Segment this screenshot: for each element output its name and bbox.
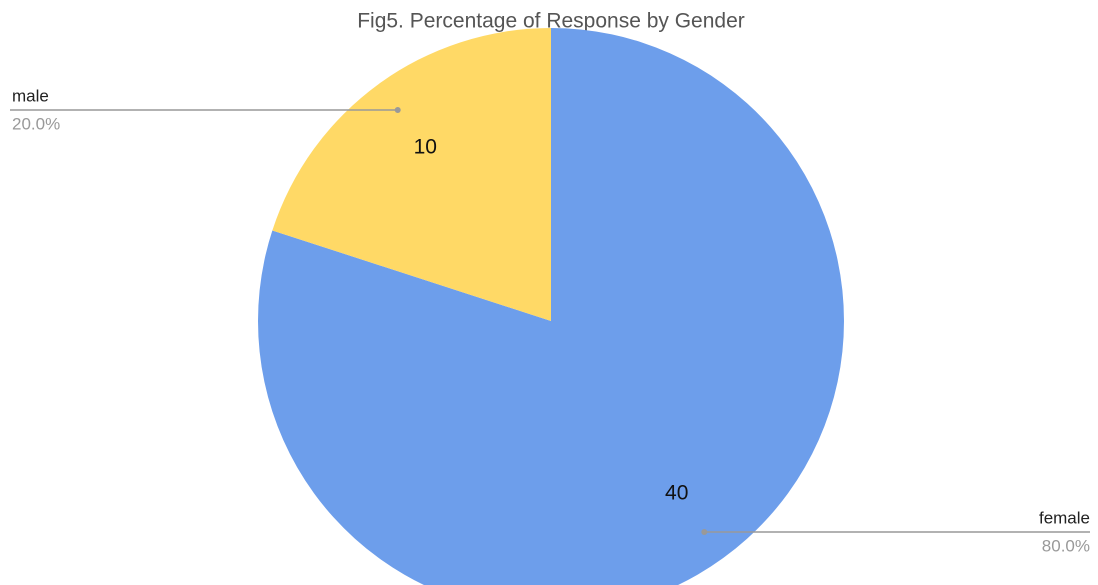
percent-label: 80.0% xyxy=(1042,536,1090,555)
pie-slice xyxy=(272,28,551,321)
legend-label: male xyxy=(12,87,49,106)
pie-slice xyxy=(258,28,844,585)
data-label: 40 xyxy=(665,482,688,505)
leader-dot xyxy=(394,107,401,114)
leader-dot xyxy=(701,528,708,535)
legend-label: female xyxy=(1039,508,1090,527)
chart-title: Fig5. Percentage of Response by Gender xyxy=(357,10,745,33)
data-label: 10 xyxy=(414,136,437,159)
percent-label: 20.0% xyxy=(12,115,60,134)
